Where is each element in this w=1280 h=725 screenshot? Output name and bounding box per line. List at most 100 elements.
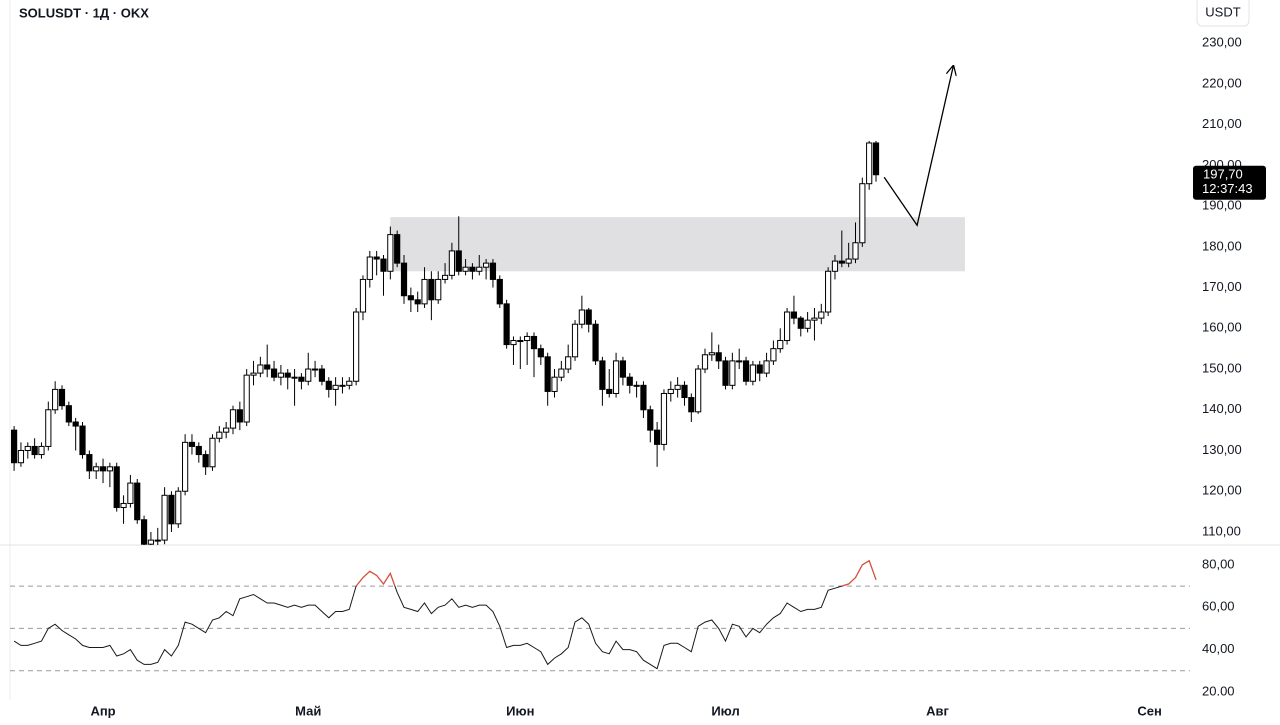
y-tick-label: 220,00	[1202, 75, 1242, 90]
y-tick-label: 170,00	[1202, 279, 1242, 294]
candle-body	[708, 352, 715, 356]
candle-body	[339, 384, 346, 387]
candle-body	[749, 364, 756, 382]
rsi-tick-label: 20.00	[1202, 683, 1235, 698]
candle-body	[866, 142, 873, 185]
candle-body	[578, 309, 585, 325]
candle-body	[818, 311, 825, 319]
currency-button-frame[interactable]	[1196, 0, 1250, 27]
candle-body	[58, 388, 66, 407]
candle-body	[695, 368, 702, 413]
candle-body	[455, 250, 462, 272]
candle-body	[551, 376, 558, 392]
candle-body	[462, 266, 469, 272]
chart-title: SOLUSDT · 1Д · OKX	[19, 5, 149, 20]
candle-body	[496, 278, 503, 305]
candle-body	[127, 482, 134, 504]
candle-body	[11, 429, 18, 464]
candle-body	[113, 466, 120, 509]
candle-body	[414, 299, 421, 305]
candle-body	[99, 466, 107, 472]
candle-body	[489, 262, 497, 280]
candle-body	[318, 368, 326, 382]
candle-body	[188, 441, 196, 447]
candle-body	[93, 466, 100, 472]
candle-body	[825, 270, 832, 313]
candle-body	[544, 356, 551, 392]
rsi-pane	[10, 559, 1190, 672]
candle-body	[777, 340, 784, 350]
candle-body	[742, 360, 750, 382]
candle-body	[359, 278, 367, 313]
candle-body	[872, 142, 880, 176]
candle-body	[243, 374, 250, 423]
candle-body	[236, 409, 243, 423]
candle-body	[346, 380, 353, 386]
candle-body	[565, 356, 572, 370]
candle-body	[140, 519, 148, 545]
candle-body	[168, 494, 175, 525]
y-tick-label: 120,00	[1202, 483, 1242, 498]
candle-body	[387, 234, 394, 272]
x-tick-label: Апр	[90, 703, 115, 718]
y-tick-label: 150,00	[1202, 360, 1242, 375]
candle-body	[729, 360, 736, 386]
candle-body	[298, 376, 305, 382]
candle-body	[305, 368, 312, 382]
candle-body	[79, 425, 86, 456]
candle-body	[517, 340, 524, 343]
candle-body	[612, 360, 620, 394]
candle-body	[52, 388, 59, 411]
y-tick-label: 110,00	[1202, 523, 1241, 538]
y-tick-label: 160,00	[1202, 320, 1242, 335]
candle-body	[469, 266, 476, 272]
candle-body	[483, 262, 490, 268]
candle-body	[537, 348, 544, 358]
candle-body	[592, 323, 599, 362]
candle-body	[216, 431, 223, 439]
candle-body	[311, 368, 319, 371]
y-tick-label: 140,00	[1202, 401, 1242, 416]
candle-body	[476, 266, 483, 272]
candle-body	[291, 376, 298, 379]
currency-button[interactable]: USDT	[1205, 4, 1240, 19]
y-tick-label: 180,00	[1202, 238, 1242, 253]
candle-body	[503, 303, 510, 346]
candle-body	[270, 368, 278, 378]
candle-body	[510, 340, 517, 346]
candle-body	[435, 278, 442, 301]
candle-body	[373, 256, 380, 260]
candle-body	[332, 384, 339, 390]
candle-body	[606, 388, 613, 394]
rsi-line	[13, 559, 877, 670]
candle-body	[797, 317, 804, 329]
candle-body	[790, 311, 798, 319]
candle-body	[277, 372, 284, 378]
candle-body	[421, 278, 428, 305]
price-tag	[1193, 165, 1266, 200]
candle-body	[209, 437, 216, 468]
candle-body	[72, 421, 79, 427]
candle-body	[134, 482, 141, 521]
resistance-zone	[390, 217, 965, 272]
candle-body	[400, 262, 408, 297]
rsi-overbought-line	[355, 559, 877, 587]
candle-body	[24, 445, 31, 452]
candle-body	[681, 384, 688, 399]
candle-body	[448, 250, 456, 276]
candle-body	[845, 258, 852, 264]
candle-body	[804, 319, 811, 329]
candle-body	[65, 405, 72, 423]
candle-body	[229, 409, 237, 429]
candle-body	[175, 490, 182, 525]
candle-body	[783, 311, 791, 342]
projection-arrow	[883, 66, 953, 227]
candle-body	[223, 427, 230, 433]
axes: 110,00 120,00 130,00 140,00 150,00 160,00 170,…	[90, 35, 1266, 718]
rsi-tick-label: 60,00	[1202, 599, 1235, 614]
candle-body	[674, 384, 681, 390]
candle-body	[770, 348, 777, 362]
x-tick-label: Июл	[711, 703, 739, 718]
